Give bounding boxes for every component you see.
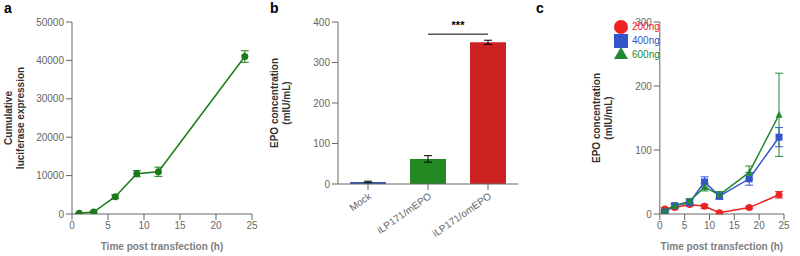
svg-text:Mock: Mock <box>347 190 374 213</box>
svg-text:200: 200 <box>313 98 330 109</box>
svg-text:0: 0 <box>324 179 330 190</box>
svg-text:Time post transfection (h): Time post transfection (h) <box>101 241 224 252</box>
svg-text:EPO concentration(mIU/mL): EPO concentration(mIU/mL) <box>269 58 292 148</box>
svg-text:20: 20 <box>754 220 766 231</box>
svg-text:10: 10 <box>138 220 150 231</box>
svg-text:200: 200 <box>635 81 652 92</box>
svg-text:50000: 50000 <box>36 17 64 28</box>
svg-text:20: 20 <box>210 220 222 231</box>
svg-text:300: 300 <box>313 57 330 68</box>
svg-text:10000: 10000 <box>36 170 64 181</box>
svg-text:15: 15 <box>729 220 741 231</box>
svg-text:10: 10 <box>704 220 716 231</box>
svg-text:iLP171/mEPO: iLP171/mEPO <box>375 190 433 235</box>
svg-text:EPO concentration(mIU/mL): EPO concentration(mIU/mL) <box>591 73 614 163</box>
svg-text:0: 0 <box>646 209 652 220</box>
svg-text:20000: 20000 <box>36 132 64 143</box>
svg-text:40000: 40000 <box>36 55 64 66</box>
svg-text:15: 15 <box>174 220 186 231</box>
svg-text:0: 0 <box>69 220 75 231</box>
svg-text:300: 300 <box>635 17 652 28</box>
svg-text:***: *** <box>452 19 466 31</box>
svg-text:iLP171/omEPO: iLP171/omEPO <box>430 190 493 239</box>
svg-text:0: 0 <box>58 209 64 220</box>
svg-text:0: 0 <box>657 220 663 231</box>
svg-text:25: 25 <box>246 220 258 231</box>
svg-text:Time post transfection (h): Time post transfection (h) <box>661 241 784 252</box>
svg-text:5: 5 <box>105 220 111 231</box>
svg-text:5: 5 <box>682 220 688 231</box>
svg-text:100: 100 <box>635 145 652 156</box>
svg-text:100: 100 <box>313 138 330 149</box>
svg-text:Cumulativeluciferase expressio: Cumulativeluciferase expression <box>8 67 26 169</box>
svg-text:30000: 30000 <box>36 93 64 104</box>
svg-text:400: 400 <box>313 17 330 28</box>
svg-text:25: 25 <box>778 220 790 231</box>
